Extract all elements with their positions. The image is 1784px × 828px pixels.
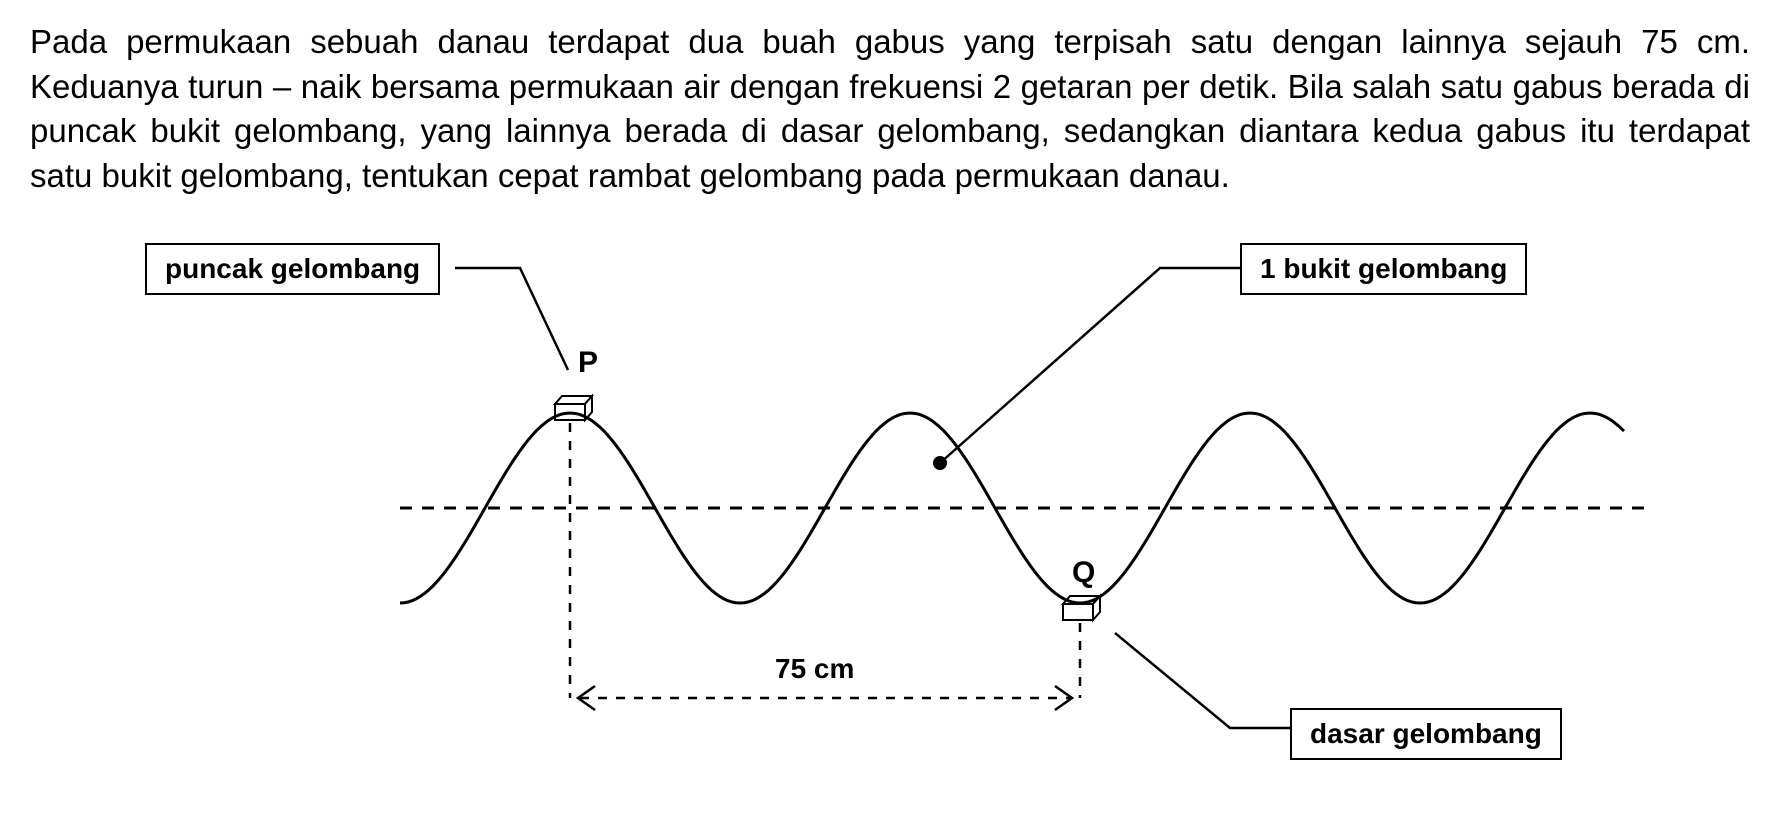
- problem-text: Pada permukaan sebuah danau terdapat dua…: [30, 20, 1750, 198]
- sine-wave: [400, 413, 1624, 603]
- wave-diagram: puncak gelombang 1 bukit gelombang dasar…: [30, 228, 1730, 768]
- wave-overlay: [30, 228, 1730, 768]
